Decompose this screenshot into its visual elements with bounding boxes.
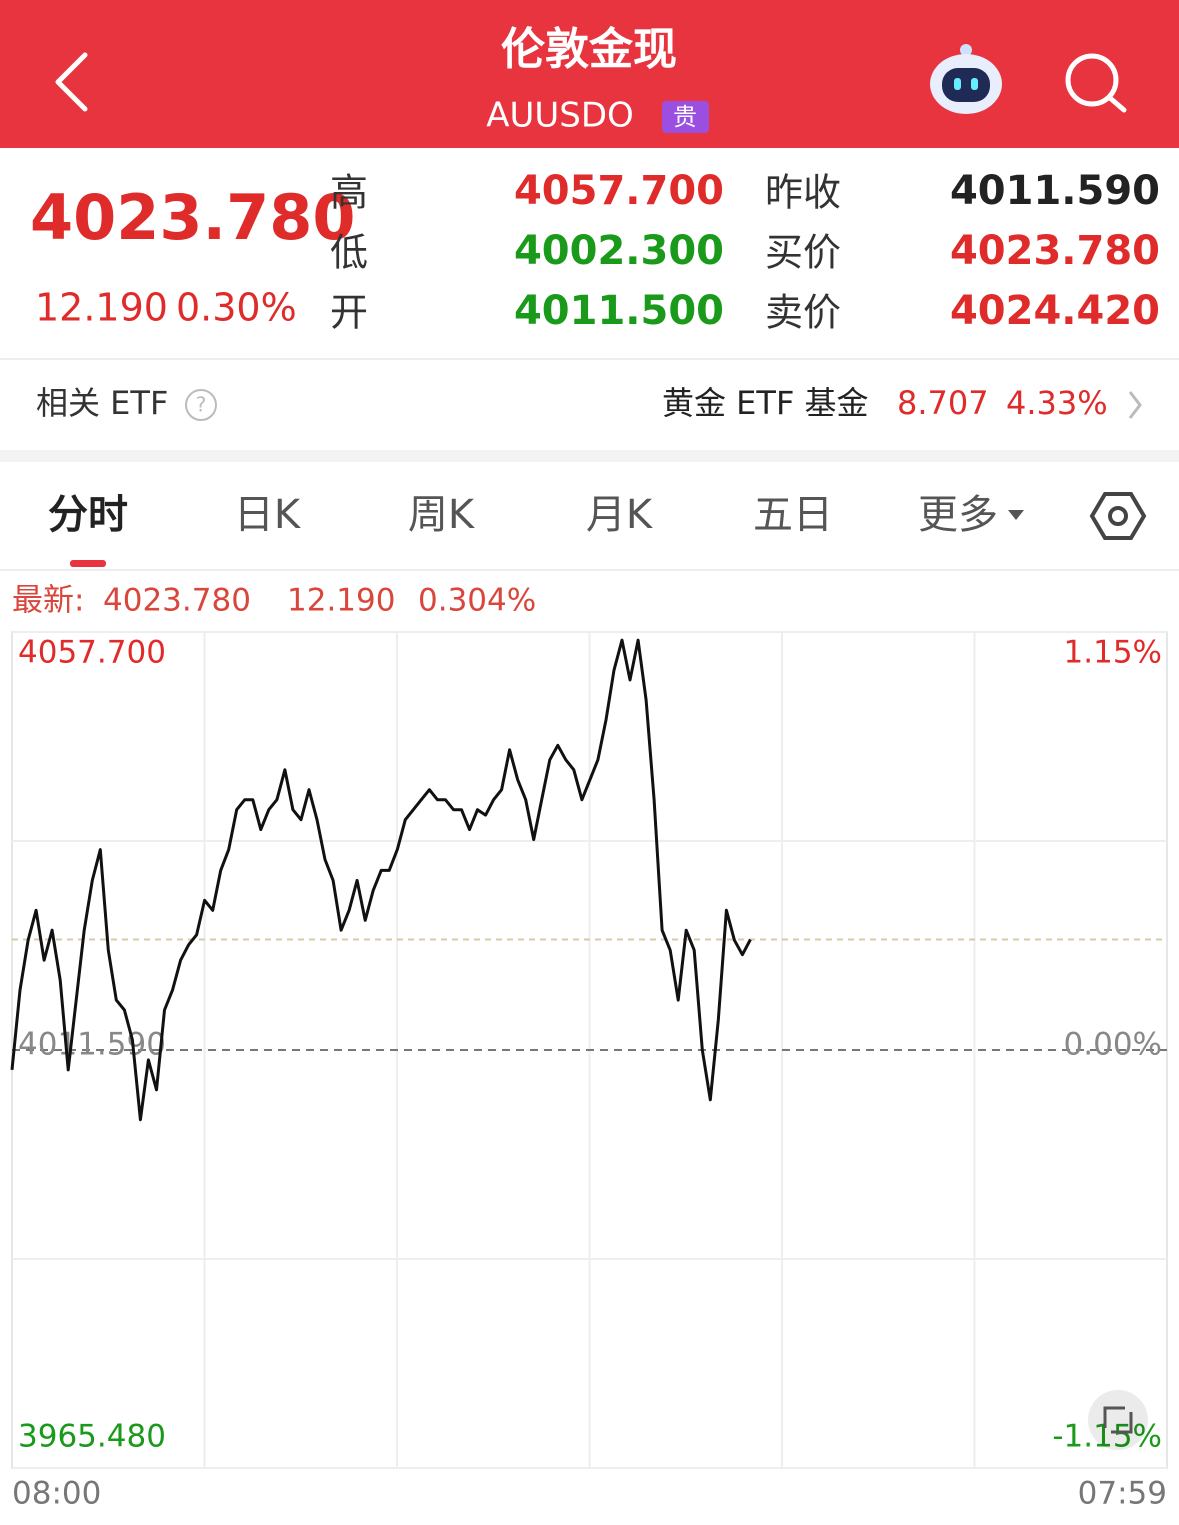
stat-value: 4011.500 <box>514 288 724 334</box>
robot-icon[interactable] <box>930 44 1002 114</box>
y2-tick-label: 1.15% <box>1064 635 1162 671</box>
help-icon[interactable] <box>185 389 217 421</box>
etf-label: 相关 ETF <box>36 384 168 422</box>
plot: 4057.700 4011.590 3965.480 1.15% 0.00% -1.15%… <box>10 631 1167 1512</box>
x-tick-label: 07:59 <box>1078 1476 1167 1512</box>
tab[interactable]: 分时 <box>48 492 128 538</box>
tab[interactable]: 更多 <box>918 492 998 538</box>
tab-underline <box>70 560 106 567</box>
stat-value: 4023.780 <box>950 228 1160 274</box>
tab[interactable]: 日K <box>234 492 302 538</box>
summary-pct: 0.304% <box>418 583 536 619</box>
summary-change: 12.190 <box>287 583 395 619</box>
stat-label: 买价 <box>765 231 841 275</box>
settings-button[interactable] <box>1089 492 1147 540</box>
x-tick-label: 08:00 <box>12 1476 101 1512</box>
back-button[interactable] <box>55 52 88 112</box>
y-tick-label: 3965.480 <box>18 1419 166 1455</box>
stat-label: 高 <box>330 171 368 215</box>
badge-bg <box>662 101 709 133</box>
summary-label: 最新: <box>12 583 84 619</box>
change: 12.190 <box>35 286 168 330</box>
help-mark: ? <box>196 393 207 417</box>
summary-price: 4023.780 <box>103 583 251 619</box>
chevron[interactable] <box>1128 391 1142 419</box>
stat-value: 4011.590 <box>950 168 1160 214</box>
etf-fund[interactable]: 黄金 ETF 基金 <box>662 384 869 422</box>
etf-pct: 4.33% <box>1006 384 1108 422</box>
fullscreen-button[interactable] <box>1088 1390 1148 1450</box>
last-price: 4023.780 <box>30 181 356 254</box>
y-tick-label: 4057.700 <box>18 635 166 671</box>
change-pct: 0.30% <box>176 286 297 330</box>
y2-tick-label: 0.00% <box>1064 1027 1162 1063</box>
stat-value: 4057.700 <box>514 168 724 214</box>
stat-label: 低 <box>330 231 368 275</box>
badge: 贵 <box>673 103 697 131</box>
y2-tick-label: -1.15% <box>1052 1419 1162 1455</box>
title: 伦敦金现 <box>501 24 677 75</box>
dropdown-arrow <box>1008 510 1024 520</box>
stat-value: 4002.300 <box>514 228 724 274</box>
stat-label: 卖价 <box>765 291 841 335</box>
tab[interactable]: 五日 <box>753 492 833 538</box>
price-line <box>10 638 752 1122</box>
tab[interactable]: 月K <box>586 492 654 538</box>
stat-label: 昨收 <box>765 171 841 215</box>
gap <box>0 450 1179 462</box>
stat-value: 4024.420 <box>950 288 1160 334</box>
tab[interactable]: 周K <box>408 492 476 538</box>
stat-label: 开 <box>330 291 368 335</box>
y-tick-label: 4011.590 <box>18 1027 166 1063</box>
search-button[interactable] <box>1065 53 1127 113</box>
etf-price: 8.707 <box>897 384 989 422</box>
code: AUUSDO <box>486 96 634 136</box>
